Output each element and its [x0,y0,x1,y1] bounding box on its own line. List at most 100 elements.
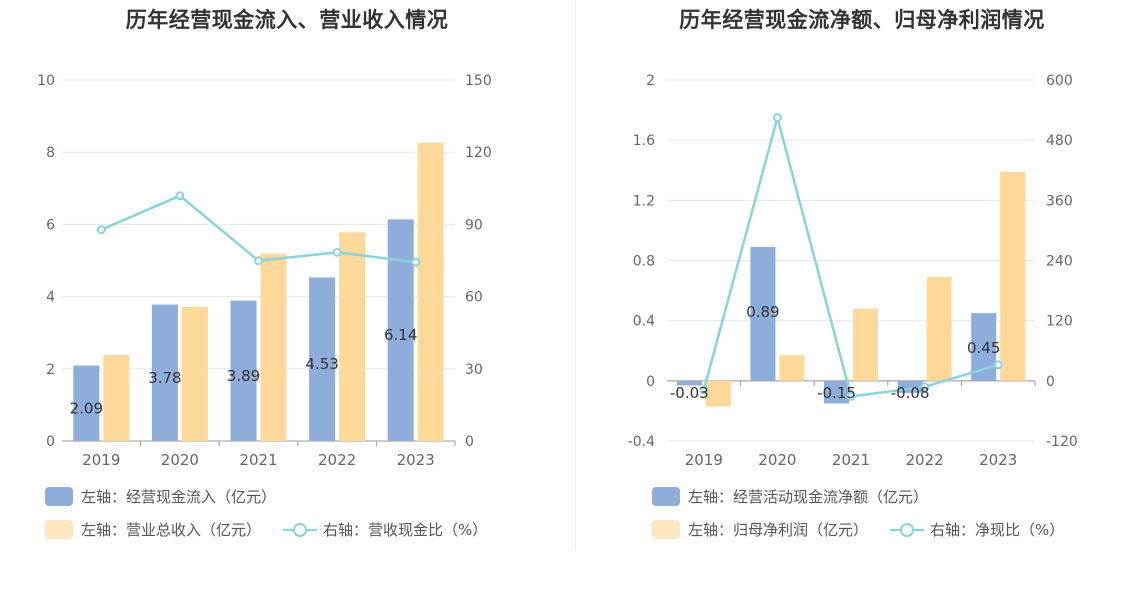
legend-item[interactable]: 左轴：经营活动现金流净额（亿元） [652,486,928,507]
line-point [772,113,782,123]
bar-orange [1000,171,1026,381]
bar-orange [260,253,287,441]
panel-divider [575,0,576,550]
legend-label: 左轴：经营活动现金流净额（亿元） [688,488,929,506]
y-left-tick-label: 0.8 [633,254,655,270]
y-left-tick-label: 0 [646,374,655,390]
x-tick-label: 2023 [979,451,1017,469]
data-label: -0.03 [670,384,709,402]
y-left-tick-label: 10 [37,73,55,89]
chart-canvas: 0 2 4 6 8 10 0 30 60 90 120 150 2019 2020 2021 2022 2023… [37,73,492,469]
bar-bar-blue [151,304,178,441]
y-right-tick-label: 120 [465,145,492,161]
y-right-tick-label: -120 [1046,434,1078,450]
bar-orange [339,232,366,441]
y-right-tick-label: 240 [1046,254,1073,270]
y-right-tick-label: 0 [1046,374,1055,390]
legend-swatch [652,520,680,539]
y-left-tick-label: 2 [46,362,55,378]
data-label: -0.15 [817,384,856,402]
y-left-tick-label: 0.4 [633,314,655,330]
y-left-tick-label: 4 [46,290,55,306]
x-tick-label: 2020 [758,451,796,469]
data-label: 3.89 [227,367,260,385]
bar-bar-blue [309,277,336,441]
legend-item[interactable]: 左轴：经营现金流入（亿元） [45,486,276,507]
legend-label: 左轴：营业总收入（亿元） [81,521,262,539]
data-label: 0.89 [746,303,779,321]
bar-orange [181,307,208,441]
bar-orange [779,355,805,381]
y-right-tick-label: 600 [1046,73,1073,89]
chart-panel-right: 历年经营现金流净额、归母净利润情况 -0.4 0 0.4 0.8 1.2 1.6 2 -120… [576,0,1148,589]
legend-label: 右轴：营收现金比（%） [323,521,488,539]
legend-item[interactable]: 左轴：营业总收入（亿元） [45,519,261,540]
bar-bar-blue [230,300,257,441]
y-left-tick-label: 1.2 [633,193,655,209]
x-tick-label: 2021 [832,451,870,469]
y-right-tick-label: 0 [465,434,474,450]
legend-label: 左轴：归母净利润（亿元） [688,521,869,539]
data-label: -0.08 [891,384,930,402]
chart-canvas: -0.4 0 0.4 0.8 1.2 1.6 2 -120 0 120 240 360 480 600 20… [628,73,1078,469]
line-point [175,191,185,201]
y-right-tick-label: 60 [465,290,483,306]
chart-panel-left: 历年经营现金流入、营业收入情况 0 2 4 6 8 10 0 30 60 90 120 150 2019… [37,8,509,540]
bar-orange [103,355,130,441]
bar-orange [853,308,878,381]
line-point [699,385,709,395]
y-left-tick-label: 0 [46,434,55,450]
x-tick-label: 2023 [397,451,435,469]
legend-item[interactable]: 右轴：净现比（%） [890,519,1064,540]
line-point [96,225,106,235]
series-line [702,112,999,398]
data-label: 2.09 [70,399,103,417]
legend-row-1: 左轴：经营现金流入（亿元） [45,486,298,507]
bar-bar-blue [824,380,849,404]
y-right-tick-label: 30 [465,362,483,378]
line-point [332,247,342,257]
legend-label: 右轴：净现比（%） [930,521,1065,539]
line-point [254,256,263,266]
line-point [846,391,856,401]
legend-item[interactable]: 左轴：归母净利润（亿元） [652,519,868,540]
bar-orange [705,380,731,407]
bar-bar-blue [73,365,100,441]
line-point [411,257,421,267]
series-line [100,194,416,264]
bar-bar-blue [750,246,776,381]
x-tick-label: 2022 [318,451,356,469]
x-tick-label: 2022 [906,451,944,469]
legend-line-icon [890,522,925,538]
bar-orange [417,142,444,441]
legend-item[interactable]: 右轴：营收现金比（%） [283,519,487,540]
legend-swatch [652,487,680,506]
y-left-tick-label: 1.6 [633,133,655,149]
legend-swatch [45,520,73,539]
y-left-tick-label: 6 [46,217,55,233]
chart-title: 历年经营现金流入、营业收入情况 [125,8,449,32]
y-left-tick-label: 8 [46,145,55,161]
legend-row-2: 左轴：归母净利润（亿元） 右轴：净现比（%） [652,519,1086,540]
y-left-tick-label: 2 [646,73,655,89]
y-right-tick-label: 90 [465,217,483,233]
x-tick-label: 2020 [161,451,199,469]
x-tick-label: 2019 [82,451,120,469]
legend-row-2: 左轴：营业总收入（亿元） 右轴：营收现金比（%） [45,519,509,540]
legend-row-1: 左轴：经营活动现金流净额（亿元） [652,486,950,507]
line-point [920,382,930,392]
y-right-tick-label: 480 [1046,133,1073,149]
y-right-tick-label: 120 [1046,314,1073,330]
data-label: 4.53 [305,355,338,373]
y-left-tick-label: -0.4 [628,434,655,450]
bar-bar-blue [387,219,414,441]
data-label: 6.14 [384,326,417,344]
x-tick-label: 2019 [685,451,723,469]
legend-line-icon [283,522,318,538]
legend-swatch [45,487,73,506]
bar-orange [926,277,952,381]
legend-label: 左轴：经营现金流入（亿元） [81,488,277,506]
x-tick-label: 2021 [239,451,277,469]
y-right-tick-label: 150 [465,73,492,89]
bar-bar-blue [676,380,702,386]
